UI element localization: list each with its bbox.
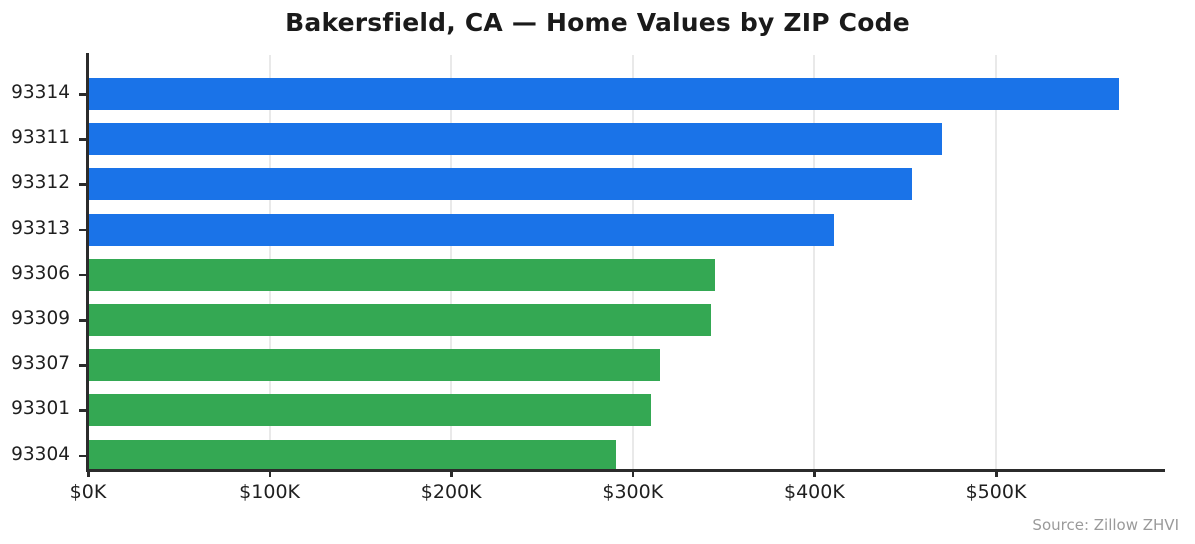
x-axis-tick xyxy=(87,470,90,477)
bar xyxy=(88,394,651,427)
y-axis-label: 93301 xyxy=(11,398,70,420)
source-note: Source: Zillow ZHVI xyxy=(1032,516,1179,534)
bar xyxy=(88,168,913,201)
y-axis-tick xyxy=(79,319,87,322)
y-axis-tick xyxy=(79,454,87,458)
x-axis-tick xyxy=(631,470,635,477)
gridline xyxy=(995,55,997,470)
x-axis-label: $500K xyxy=(965,481,1027,503)
y-axis-label: 93309 xyxy=(11,308,70,329)
x-axis-label: $400K xyxy=(783,481,845,503)
y-axis-label: 93314 xyxy=(11,82,70,103)
x-axis-label: $0K xyxy=(69,481,107,503)
chart-title: Bakersfield, CA — Home Values by ZIP Cod… xyxy=(285,8,910,37)
bar xyxy=(88,304,711,336)
y-axis-tick xyxy=(79,273,87,277)
y-axis-label: 93313 xyxy=(11,217,70,239)
bar xyxy=(88,123,942,156)
x-axis-tick xyxy=(450,470,453,477)
x-axis-label: $100K xyxy=(239,481,301,503)
y-axis-tick xyxy=(79,183,87,186)
y-axis-tick xyxy=(79,409,87,412)
y-axis-tick xyxy=(79,138,87,141)
bar xyxy=(88,349,661,382)
y-axis-tick xyxy=(79,228,87,232)
y-axis-label: 93307 xyxy=(11,353,70,375)
y-axis-line xyxy=(86,53,89,472)
gridline xyxy=(813,55,816,470)
bar xyxy=(88,258,715,291)
y-axis-tick xyxy=(79,93,87,96)
y-axis-label: 93306 xyxy=(11,262,70,284)
y-axis-tick xyxy=(79,364,87,367)
y-axis-label: 93312 xyxy=(11,172,70,194)
bar xyxy=(88,78,1120,110)
bar xyxy=(88,439,617,472)
y-axis-label: 93304 xyxy=(11,443,70,465)
x-axis-tick xyxy=(813,470,816,477)
x-axis-label: $200K xyxy=(420,481,482,503)
y-axis-label: 93311 xyxy=(11,127,70,149)
bar xyxy=(88,213,835,246)
x-axis-label: $300K xyxy=(602,481,664,503)
x-axis-tick xyxy=(995,470,998,477)
x-axis-tick xyxy=(268,470,272,477)
x-axis-line xyxy=(86,469,1165,472)
